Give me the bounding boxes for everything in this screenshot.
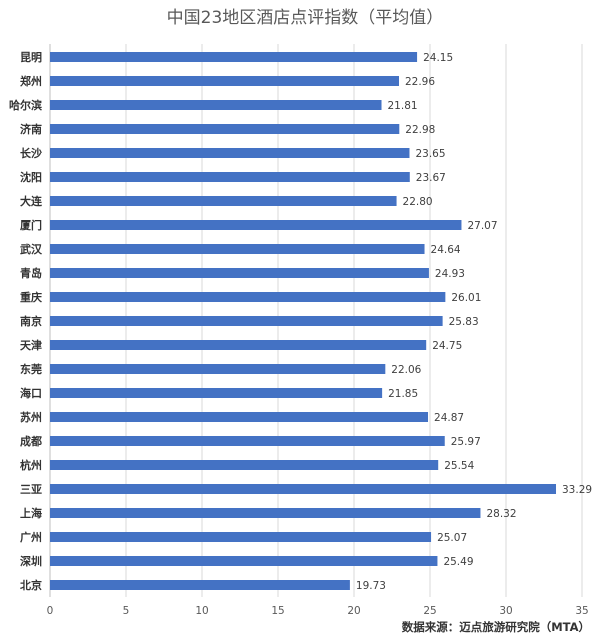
category-label: 东莞	[20, 362, 42, 376]
data-label: 33.29	[562, 484, 592, 496]
category-labels: 昆明郑州哈尔滨济南长沙沈阳大连厦门武汉青岛重庆南京天津东莞海口苏州成都杭州三亚上…	[9, 51, 43, 592]
bar	[50, 580, 350, 590]
data-label: 25.97	[451, 436, 481, 448]
category-label: 郑州	[20, 74, 42, 88]
data-label: 21.85	[388, 388, 418, 400]
category-label: 三亚	[20, 483, 42, 496]
data-label: 26.01	[451, 292, 481, 304]
data-label: 28.32	[486, 508, 516, 520]
bar	[50, 244, 425, 254]
bar	[50, 52, 418, 62]
data-label: 22.06	[391, 364, 421, 376]
category-label: 苏州	[20, 410, 42, 424]
data-label: 24.64	[431, 244, 461, 256]
bar	[50, 100, 382, 110]
bar	[50, 172, 410, 182]
category-label: 哈尔滨	[9, 98, 42, 112]
category-label: 昆明	[20, 51, 42, 64]
category-label: 杭州	[20, 458, 42, 472]
data-label: 23.65	[415, 148, 445, 160]
category-label: 广州	[20, 530, 42, 544]
data-label: 24.75	[432, 340, 462, 352]
category-label: 上海	[20, 506, 42, 520]
data-label: 25.07	[437, 532, 467, 544]
category-label: 大连	[20, 194, 43, 208]
category-label: 重庆	[20, 290, 42, 304]
data-label: 25.49	[443, 556, 473, 568]
category-label: 南京	[20, 314, 42, 328]
category-label: 厦门	[20, 218, 42, 232]
category-label: 成都	[20, 434, 42, 448]
data-label: 23.67	[416, 172, 446, 184]
bar	[50, 292, 446, 302]
bar	[50, 508, 481, 518]
data-label: 21.81	[388, 100, 418, 112]
value-labels: 24.15 22.96 21.81 22.98 23.65 23.67 22.80 27.07…	[356, 52, 592, 592]
chart-title: 中国23地区酒店点评指数（平均值）	[167, 8, 444, 28]
data-label: 27.07	[467, 220, 497, 232]
bar	[50, 364, 386, 374]
bar	[50, 436, 445, 446]
bar	[50, 556, 438, 566]
x-axis-ticks: 0 5 10 15 20 25 30 35	[47, 605, 589, 617]
x-tick-label: 30	[499, 605, 512, 617]
data-label: 24.93	[435, 268, 465, 280]
data-label: 24.87	[434, 412, 464, 424]
category-label: 深圳	[20, 554, 42, 568]
x-tick-label: 35	[575, 605, 588, 617]
data-label: 22.96	[405, 76, 435, 88]
x-tick-label: 20	[347, 605, 360, 617]
data-label: 22.98	[405, 124, 435, 136]
bar	[50, 76, 399, 86]
category-label: 长沙	[20, 146, 42, 160]
bar	[50, 532, 432, 542]
category-label: 海口	[20, 386, 42, 400]
category-label: 北京	[20, 578, 42, 592]
x-tick-label: 10	[195, 605, 208, 617]
bar	[50, 484, 557, 494]
category-label: 沈阳	[20, 170, 42, 184]
data-label: 19.73	[356, 580, 386, 592]
bar	[50, 316, 443, 326]
bars	[50, 52, 557, 590]
data-label: 25.54	[444, 460, 474, 472]
x-tick-label: 25	[423, 605, 436, 617]
bar	[50, 412, 429, 422]
data-label: 25.83	[449, 316, 479, 328]
bar	[50, 124, 400, 134]
category-label: 青岛	[20, 266, 42, 280]
bar	[50, 148, 410, 158]
bar	[50, 460, 439, 470]
category-label: 武汉	[20, 242, 43, 256]
category-label: 济南	[20, 122, 42, 136]
data-label: 22.80	[403, 196, 433, 208]
category-label: 天津	[20, 338, 42, 352]
x-tick-label: 5	[123, 605, 130, 617]
source-note: 数据来源：迈点旅游研究院（MTA）	[402, 620, 590, 634]
x-tick-label: 15	[271, 605, 284, 617]
bar	[50, 388, 383, 398]
x-tick-label: 0	[47, 605, 54, 617]
data-label: 24.15	[423, 52, 453, 64]
bar	[50, 196, 397, 206]
bar	[50, 268, 429, 278]
bar	[50, 220, 462, 230]
bar	[50, 340, 427, 350]
